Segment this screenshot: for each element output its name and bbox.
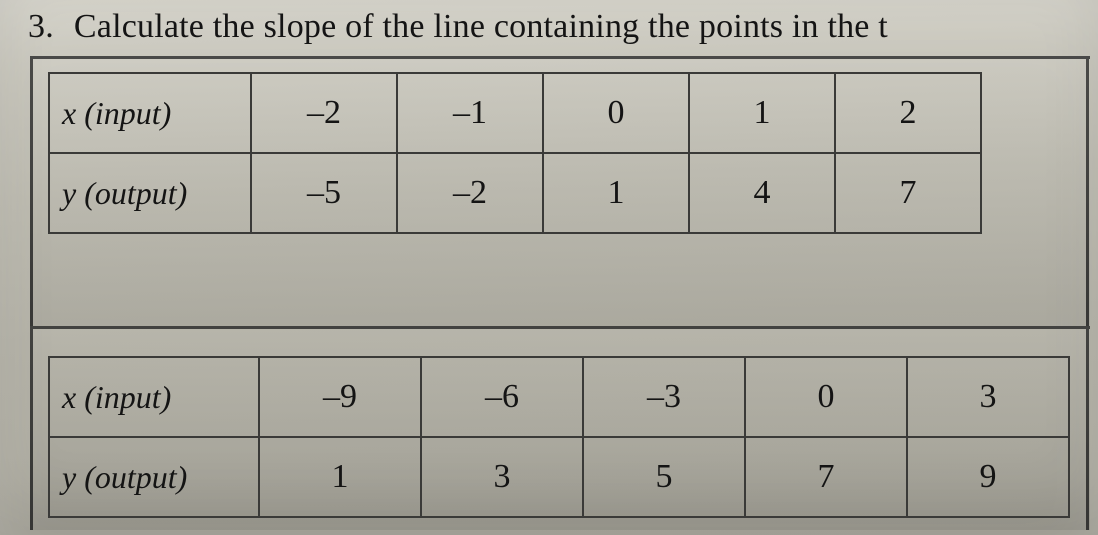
data-table-2: x (input) –9 –6 –3 0 3 y (output) 1 3 5 … (48, 356, 1070, 518)
outer-mid-divider (30, 326, 1090, 329)
cell: 4 (689, 153, 835, 233)
data-table-1: x (input) –2 –1 0 1 2 y (output) –5 –2 1… (48, 72, 982, 234)
cell: 0 (543, 73, 689, 153)
table-row: x (input) –2 –1 0 1 2 (49, 73, 981, 153)
cell: –2 (251, 73, 397, 153)
question-prompt: 3. Calculate the slope of the line contai… (28, 8, 888, 46)
cell: –2 (397, 153, 543, 233)
row-label-y: y (output) (49, 437, 259, 517)
worksheet-page: 3. Calculate the slope of the line contai… (0, 0, 1098, 535)
outer-right-border (1086, 56, 1089, 530)
question-number: 3. (28, 8, 54, 46)
row-label-x: x (input) (49, 73, 251, 153)
cell: –3 (583, 357, 745, 437)
cell: 2 (835, 73, 981, 153)
table-row: y (output) 1 3 5 7 9 (49, 437, 1069, 517)
row-label-y: y (output) (49, 153, 251, 233)
table-row: x (input) –9 –6 –3 0 3 (49, 357, 1069, 437)
row-label-x: x (input) (49, 357, 259, 437)
cell: 7 (745, 437, 907, 517)
cell: 0 (745, 357, 907, 437)
question-text: Calculate the slope of the line containi… (74, 8, 888, 45)
cell: –9 (259, 357, 421, 437)
cell: –1 (397, 73, 543, 153)
cell: 3 (421, 437, 583, 517)
cell: 3 (907, 357, 1069, 437)
cell: –6 (421, 357, 583, 437)
cell: 7 (835, 153, 981, 233)
cell: 1 (689, 73, 835, 153)
cell: 5 (583, 437, 745, 517)
cell: 1 (259, 437, 421, 517)
cell: 1 (543, 153, 689, 233)
table-row: y (output) –5 –2 1 4 7 (49, 153, 981, 233)
cell: –5 (251, 153, 397, 233)
cell: 9 (907, 437, 1069, 517)
